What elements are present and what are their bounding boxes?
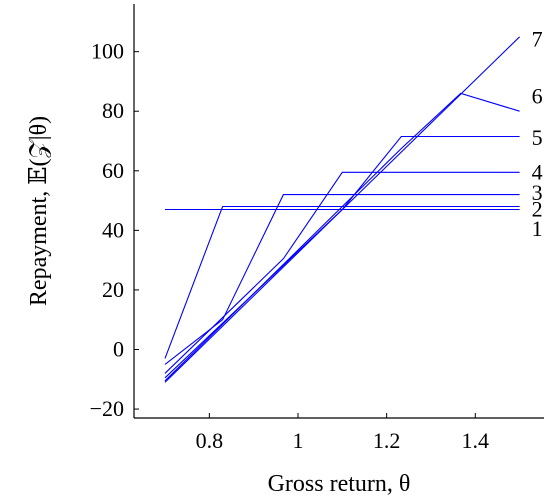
series-label-2: 2 [532, 197, 543, 222]
y-tick-label: 0 [113, 336, 124, 361]
x-tick-label: 1.2 [373, 428, 401, 453]
series-line-2 [164, 205, 520, 359]
y-tick-label: 40 [102, 217, 124, 242]
y-tick-label: 20 [102, 277, 124, 302]
y-axis-label: Repayment, 𝔼(𝒵|θ) [26, 116, 52, 306]
series-label-3: 3 [532, 180, 543, 205]
series-line-4 [164, 171, 520, 374]
axes [133, 4, 544, 419]
series-label-4: 4 [532, 159, 543, 184]
x-tick-label: 1.4 [462, 428, 490, 453]
y-tick-label: 100 [91, 39, 124, 64]
series-label-1: 1 [532, 216, 543, 241]
series-line-3 [164, 194, 520, 365]
series-group [164, 36, 520, 383]
y-tick-label: −20 [90, 396, 124, 421]
ticks: 0.8 1 1.2 1.4 −20 0 20 40 60 80 100 [90, 39, 489, 453]
series-line-6 [164, 92, 520, 382]
x-tick-label: 1 [293, 428, 304, 453]
series-label-5: 5 [532, 125, 543, 150]
series-label-6: 6 [532, 83, 543, 108]
x-tick-label: 0.8 [196, 428, 224, 453]
series-label-7: 7 [532, 27, 543, 52]
series-line-7 [164, 36, 520, 383]
y-tick-label: 60 [102, 158, 124, 183]
y-tick-label: 80 [102, 98, 124, 123]
x-axis-label: Gross return, θ [268, 471, 411, 497]
